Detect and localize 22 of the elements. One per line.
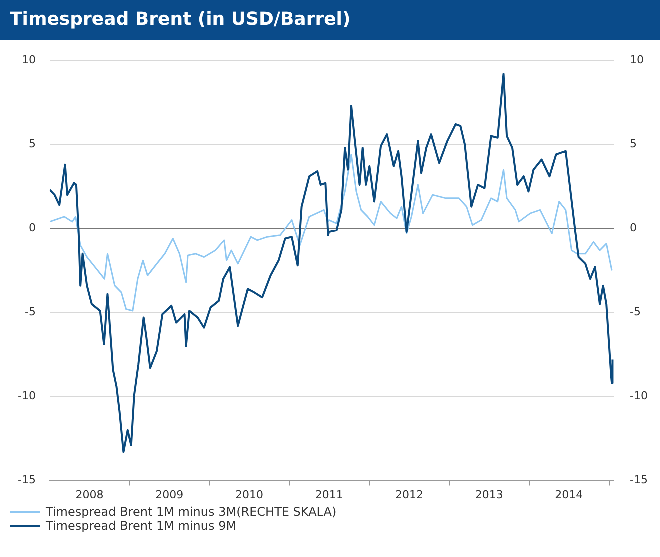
y2-tick-label: -15: [630, 474, 648, 487]
y-tick-label: -10: [18, 390, 36, 403]
y-tick-label: 0: [28, 222, 36, 235]
y2-tick-label: 10: [630, 53, 644, 66]
x-tick-label: 2008: [76, 488, 104, 502]
y2-tick-label: 5: [630, 138, 638, 150]
legend-label: Timespread Brent 1M minus 9M: [46, 519, 237, 533]
y-tick-label: -15: [18, 474, 36, 487]
y-tick-label: 10: [22, 53, 36, 66]
y2-tick-label: -5: [630, 306, 642, 319]
x-tick-label: 2009: [156, 488, 184, 502]
y2-tick-label: -10: [630, 390, 648, 403]
x-tick-label: 2011: [315, 488, 344, 502]
y2-tick-label: 0: [630, 222, 638, 235]
y-tick-label: -5: [25, 306, 36, 319]
x-tick-label: 2010: [236, 488, 264, 502]
legend-label: Timespread Brent 1M minus 3M(RECHTE SKALA): [46, 505, 337, 519]
chart-title: Timespread Brent (in USD/Barrel): [0, 0, 660, 40]
x-tick-label: 2012: [395, 488, 424, 502]
x-tick-label: 2013: [475, 488, 504, 502]
y-tick-label: 5: [28, 138, 36, 150]
x-tick-label: 2014: [555, 488, 584, 502]
